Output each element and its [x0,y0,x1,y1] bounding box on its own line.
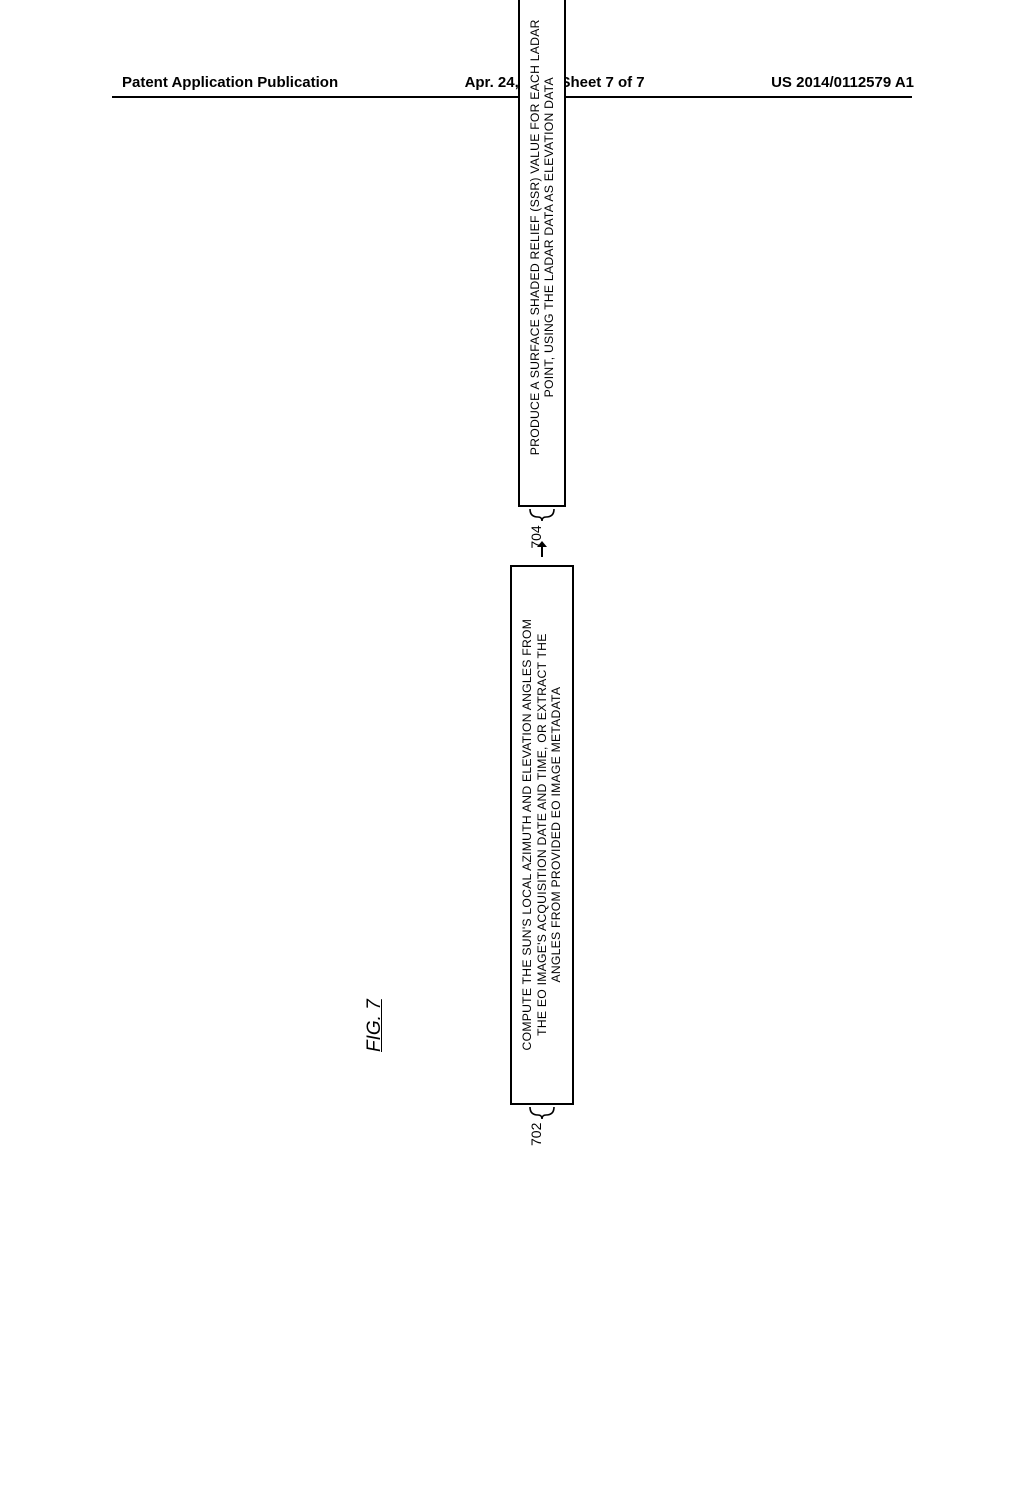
step-text: PRODUCE A SURFACE SHADED RELIEF (SSR) VA… [528,19,557,455]
figure-area: FIG. 7 700 702COMPUTE THE SUN'S LOCAL AZ… [0,160,1024,1140]
step-bracket-icon [528,507,556,523]
header-left: Patent Application Publication [122,74,338,91]
header-rule [112,96,912,98]
flowchart: 702 COMPUTE THE SUN'S LOCAL AZIMUTH AND E… [510,150,574,1130]
step-number-wrap: 702 [528,1105,556,1130]
step-number-wrap: 704 [528,507,556,532]
step-box: PRODUCE A SURFACE SHADED RELIEF (SSR) VA… [518,0,566,507]
flow-step: 702 COMPUTE THE SUN'S LOCAL AZIMUTH AND E… [510,565,574,1130]
step-bracket-icon [528,1105,556,1121]
header: Patent Application Publication Apr. 24, … [0,74,1024,91]
flow-step: 704 PRODUCE A SURFACE SHADED RELIEF (SSR)… [518,0,566,533]
figure-label: FIG. 7 [364,999,386,1052]
step-number: 702 [528,1123,544,1146]
step-text: COMPUTE THE SUN'S LOCAL AZIMUTH AND ELEV… [520,619,563,1051]
header-right: US 2014/0112579 A1 [771,74,914,91]
step-number: 704 [528,525,544,548]
flowchart-rotated: FIG. 7 700 702COMPUTE THE SUN'S LOCAL AZ… [510,150,1024,1130]
page: Patent Application Publication Apr. 24, … [0,0,1024,1320]
step-box: COMPUTE THE SUN'S LOCAL AZIMUTH AND ELEV… [510,565,574,1105]
